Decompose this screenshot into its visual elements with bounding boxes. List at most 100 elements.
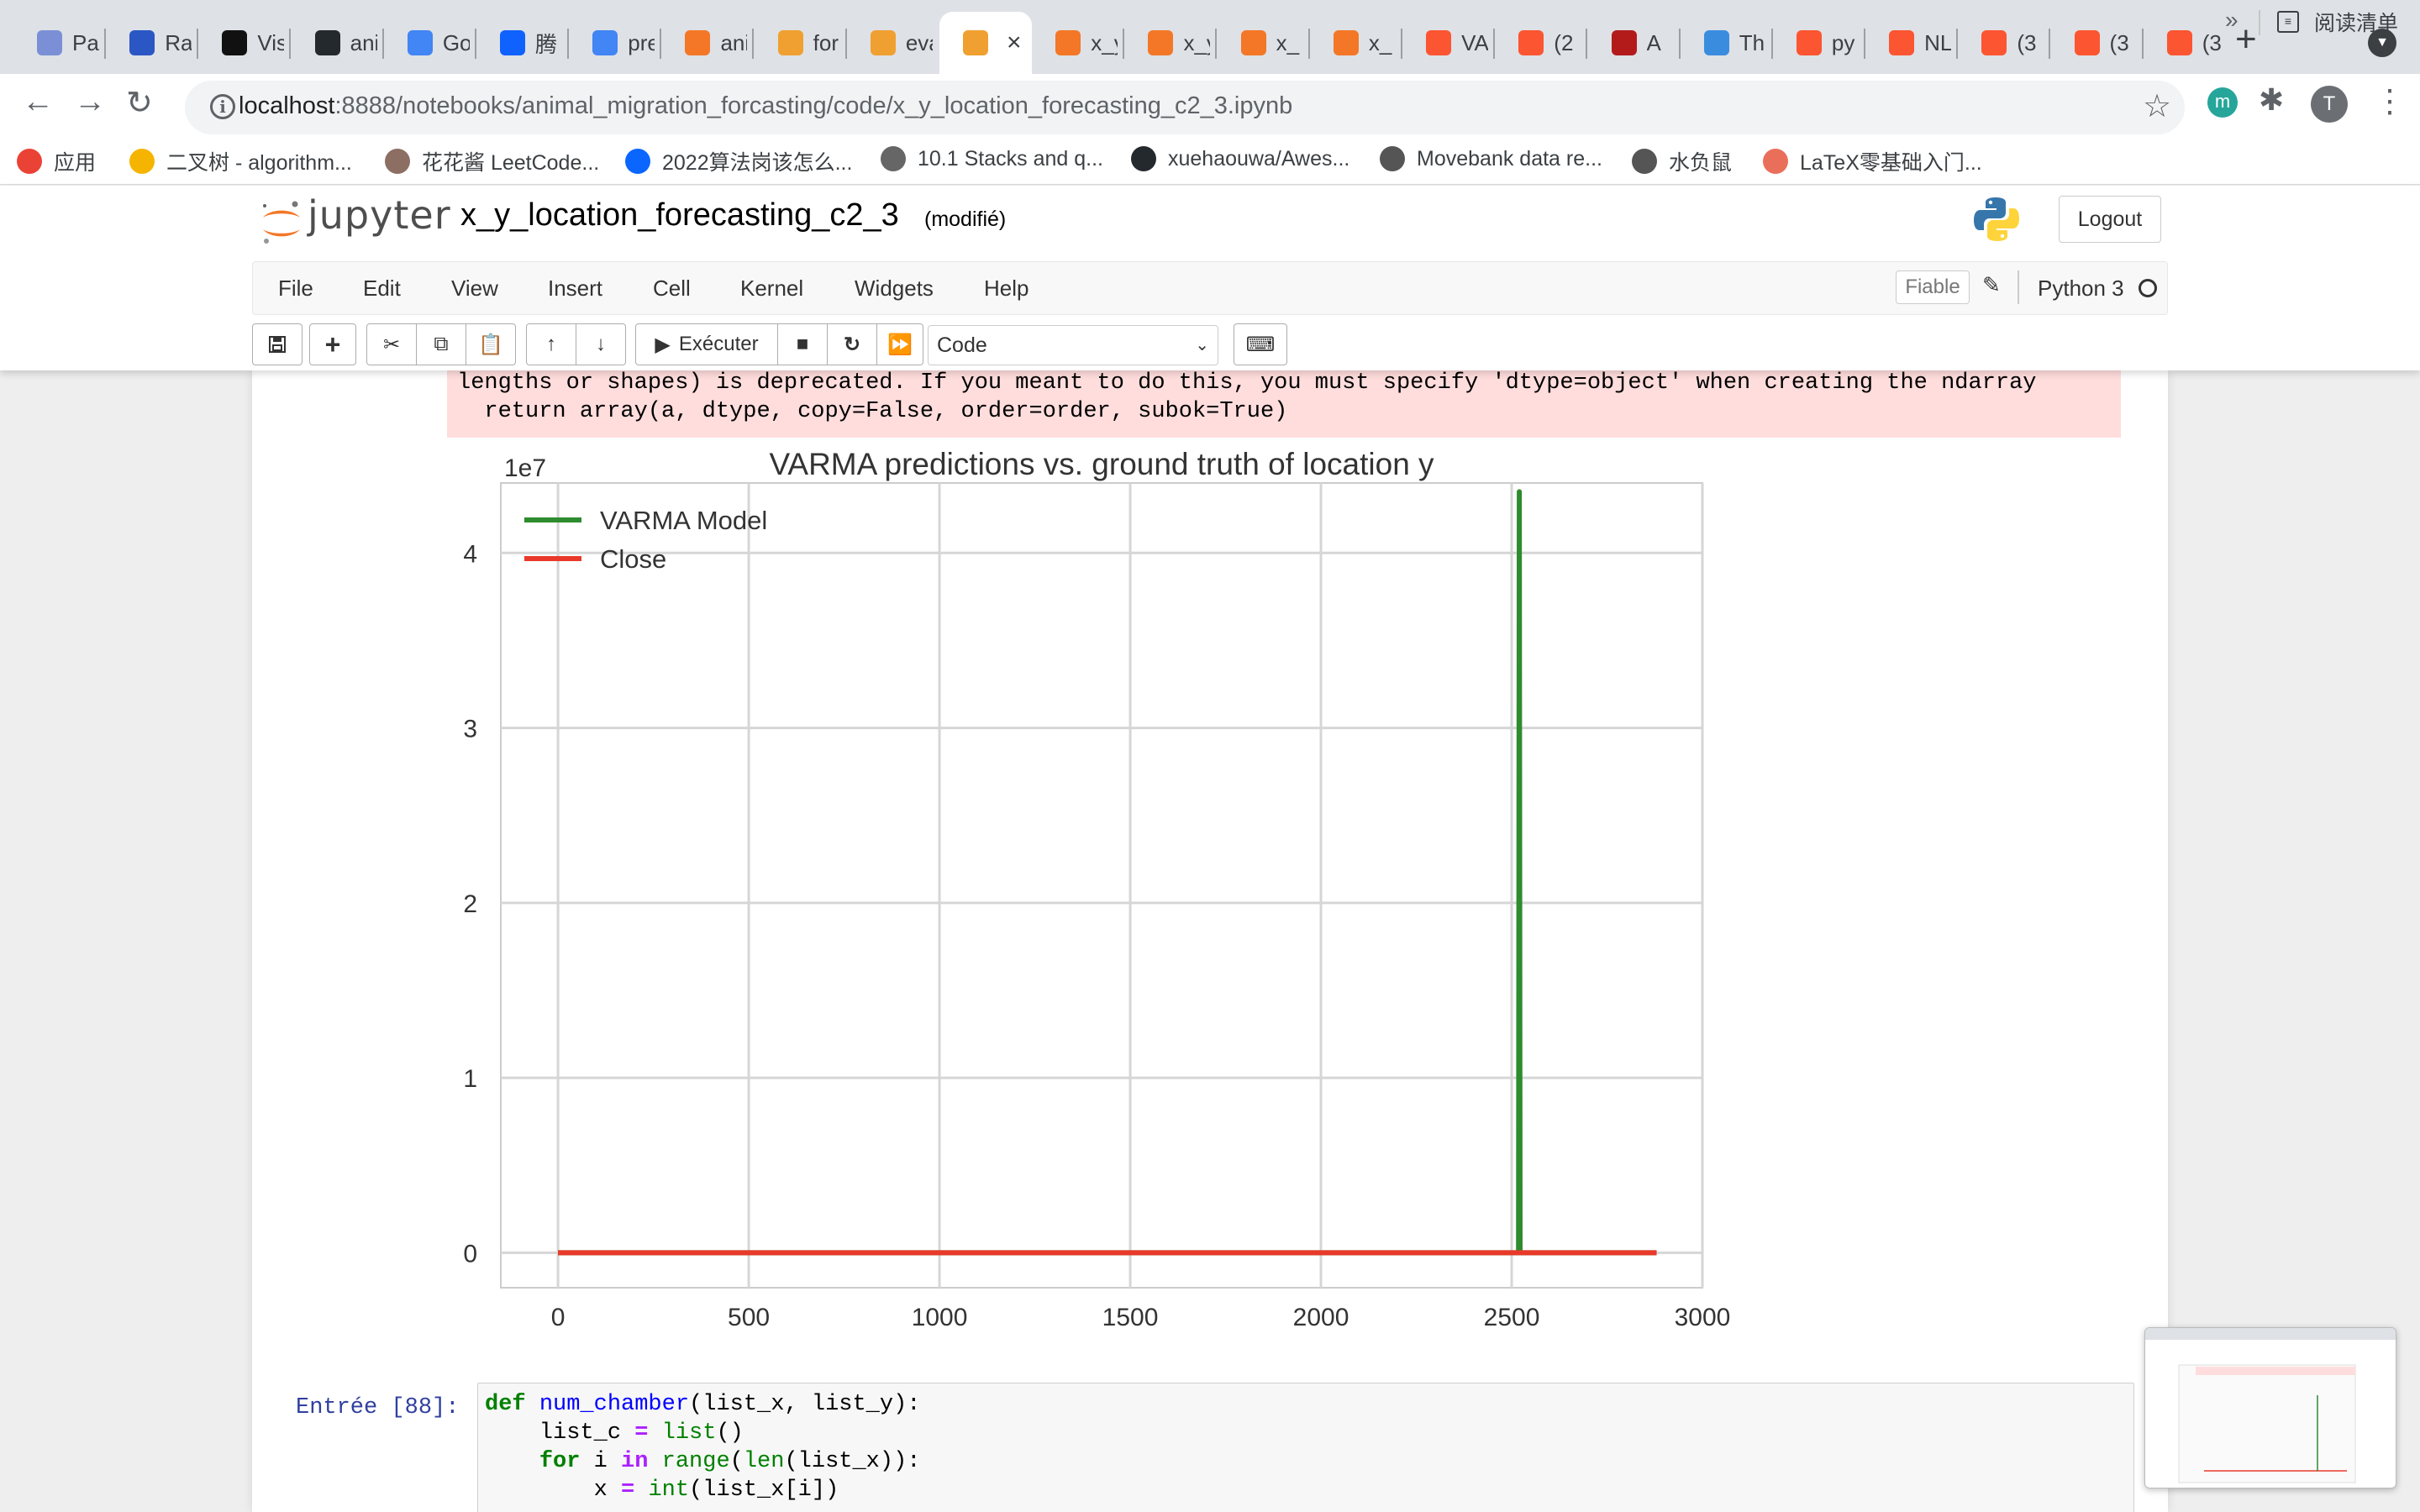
browser-tab[interactable]: (3 <box>2051 12 2137 74</box>
browser-tab[interactable]: VA <box>1402 12 1488 74</box>
forward-icon[interactable]: → <box>74 84 106 119</box>
insert-cell-icon[interactable]: + <box>309 323 356 365</box>
globe-icon <box>1703 30 1729 55</box>
logout-button[interactable]: Logout <box>2059 196 2161 243</box>
csdn-icon <box>1981 30 2007 55</box>
browser-tab[interactable]: NL <box>1865 12 1951 74</box>
extensions-puzzle-icon[interactable]: ✱ <box>2259 82 2285 117</box>
menu-edit[interactable]: Edit <box>363 276 401 301</box>
back-icon[interactable]: ← <box>22 84 54 119</box>
browser-tab[interactable]: (2 <box>1495 12 1581 74</box>
menu-widgets[interactable]: Widgets <box>855 276 934 301</box>
bookmark-item[interactable]: 10.1 Stacks and q... <box>881 146 1103 171</box>
kernel-name[interactable]: Python 3 <box>2038 276 2124 301</box>
browser-tab[interactable]: ani <box>292 12 377 74</box>
bookmark-item[interactable]: 应用 <box>17 146 96 176</box>
stop-icon[interactable]: ■ <box>777 323 828 365</box>
bookmark-item[interactable]: Movebank data re... <box>1380 146 1602 171</box>
github-icon <box>1131 146 1156 171</box>
pencil-icon[interactable]: ✎ <box>1982 272 2001 297</box>
csdn-icon <box>1796 30 1822 55</box>
browser-tab[interactable]: × <box>939 12 1033 74</box>
move-up-icon[interactable]: ↑ <box>526 323 576 365</box>
bookmark-star-icon[interactable]: ☆ <box>2143 89 2172 124</box>
jupyter-icon <box>685 30 711 55</box>
tab-separator <box>2049 29 2051 59</box>
browser-tab[interactable]: (3 <box>2144 12 2229 74</box>
command-palette-icon[interactable]: ⌨ <box>1234 323 1287 365</box>
browser-tab[interactable]: x_y <box>1032 12 1118 74</box>
cut-icon[interactable]: ✂ <box>366 323 417 365</box>
address-bar[interactable]: i localhost:8888/notebooks/animal_migrat… <box>185 81 2185 134</box>
copy-icon[interactable]: ⧉ <box>416 323 466 365</box>
browser-tab[interactable]: Ra <box>106 12 192 74</box>
browser-tab[interactable]: Pa <box>13 12 99 74</box>
run-label: Exécuter <box>678 333 759 355</box>
window-preview-thumbnail[interactable] <box>2144 1327 2396 1488</box>
browser-tab[interactable]: py <box>1773 12 1859 74</box>
browser-tab[interactable]: Th <box>1681 12 1766 74</box>
browser-tab[interactable]: (3 <box>1958 12 2044 74</box>
paste-icon[interactable]: 📋 <box>466 323 516 365</box>
browser-tab[interactable]: ani <box>661 12 747 74</box>
bookmark-item[interactable]: 花花酱 LeetCode... <box>385 146 599 176</box>
profile-avatar[interactable]: T <box>2311 86 2348 123</box>
menu-help[interactable]: Help <box>984 276 1029 301</box>
save-icon[interactable] <box>252 323 302 365</box>
browser-tab[interactable]: Vis <box>198 12 284 74</box>
tab-separator <box>2141 29 2144 59</box>
reading-list-button[interactable]: ≡ 阅读清单 <box>2277 7 2398 37</box>
x-tick-label: 2500 <box>1484 1304 1540 1331</box>
browser-tab[interactable]: x_ <box>1310 12 1396 74</box>
x-tick-label: 3000 <box>1675 1304 1731 1331</box>
run-button[interactable]: ▶ Exécuter <box>635 323 778 365</box>
restart-icon[interactable]: ↻ <box>827 323 877 365</box>
reload-icon[interactable]: ↻ <box>126 86 153 121</box>
browser-tab[interactable]: x_ <box>1218 12 1303 74</box>
browser-tab[interactable]: 腾 <box>476 12 562 74</box>
restart-run-all-icon[interactable]: ⏩ <box>876 323 923 365</box>
stderr-line: lengths or shapes) is deprecated. If you… <box>457 370 2037 396</box>
run-icon: ▶ <box>655 333 671 356</box>
menu-insert[interactable]: Insert <box>548 276 603 301</box>
tab-separator <box>474 29 476 59</box>
bookmark-item[interactable]: 2022算法岗该怎么... <box>625 146 852 176</box>
browser-tab[interactable]: x_y <box>1124 12 1210 74</box>
plot-area <box>500 482 1703 1289</box>
bookmark-item[interactable]: 水负鼠 <box>1632 146 1732 176</box>
tab-label: x_ <box>1276 29 1300 55</box>
move-down-icon[interactable]: ↓ <box>576 323 626 365</box>
menu-file[interactable]: File <box>278 276 313 301</box>
close-tab-icon[interactable]: × <box>1007 29 1022 56</box>
cell-type-select[interactable]: Code ⌄ <box>928 325 1218 365</box>
menu-kernel[interactable]: Kernel <box>740 276 804 301</box>
trusted-indicator[interactable]: Fiable <box>1896 270 1970 304</box>
browser-tab[interactable]: pre <box>569 12 655 74</box>
browser-tab[interactable]: for <box>755 12 840 74</box>
tab-separator <box>1400 29 1402 59</box>
bookmark-item[interactable]: LaTeX零基础入门... <box>1763 146 1982 176</box>
browser-menu-icon[interactable]: ⋮ <box>2374 84 2406 119</box>
site-info-icon[interactable]: i <box>210 94 235 119</box>
browser-tab[interactable]: eva <box>847 12 933 74</box>
menu-cell[interactable]: Cell <box>653 276 691 301</box>
extension-m-icon[interactable]: m <box>2207 87 2238 118</box>
x-tick-label: 500 <box>728 1304 770 1331</box>
bookmark-item[interactable]: 二叉树 - algorithm... <box>129 146 352 176</box>
url-text[interactable]: localhost:8888/notebooks/animal_migratio… <box>239 92 1292 120</box>
csdn-icon <box>1889 30 1915 55</box>
tab-search-button[interactable]: ▼ <box>2368 29 2396 57</box>
code-line: x = int(list_x[i]) <box>485 1478 839 1503</box>
new-tab-button[interactable]: + <box>2235 18 2257 60</box>
notebook-title[interactable]: x_y_location_forecasting_c2_3 <box>460 197 899 233</box>
bookmark-item[interactable]: xuehaouwa/Awes... <box>1131 146 1349 171</box>
bookmarks-overflow-button[interactable]: » <box>2225 7 2238 33</box>
code-cell-editor[interactable]: def num_chamber(list_x, list_y): list_c … <box>477 1383 2134 1512</box>
menu-view[interactable]: View <box>451 276 498 301</box>
y-tick-label: 3 <box>463 716 477 743</box>
browser-tab[interactable]: Go <box>384 12 470 74</box>
notebook-container: lengths or shapes) is deprecated. If you… <box>252 370 2168 1512</box>
jupyter-logo-icon[interactable] <box>256 197 307 248</box>
bookmark-label: Movebank data re... <box>1417 146 1602 171</box>
browser-tab[interactable]: A <box>1588 12 1674 74</box>
